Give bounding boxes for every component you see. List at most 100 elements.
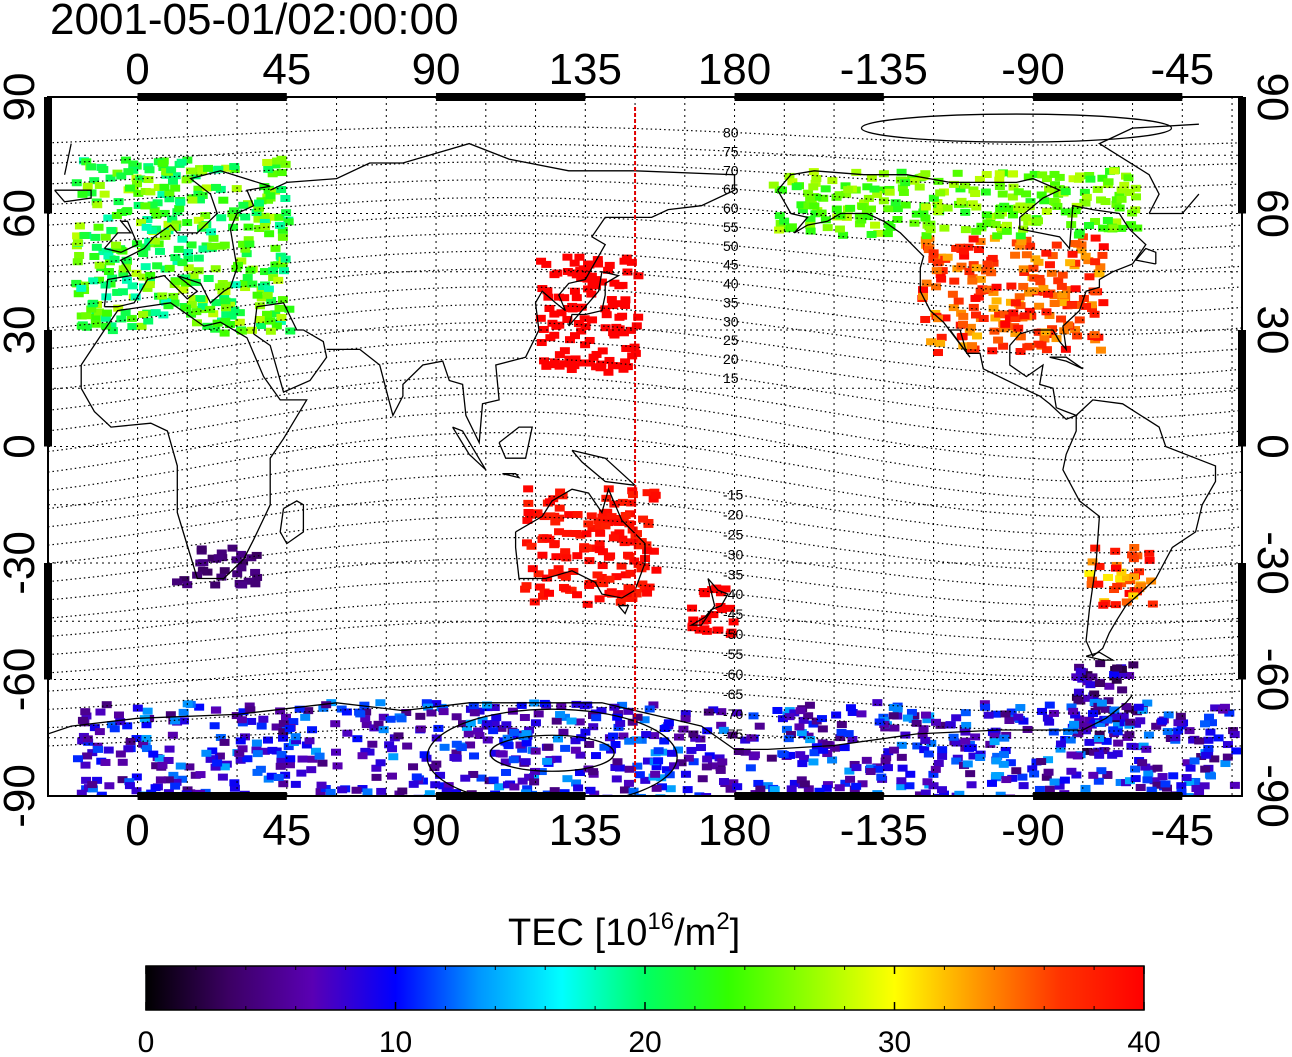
tec-cell: [586, 512, 597, 520]
tec-cell: [245, 706, 256, 714]
tec-cell: [87, 749, 98, 757]
tec-cell: [520, 758, 531, 766]
tec-cell: [883, 205, 894, 213]
tec-cell: [882, 764, 893, 772]
tec-cell: [384, 741, 395, 749]
tec-cell: [956, 262, 967, 270]
tec-cell: [834, 784, 845, 792]
tec-cell: [158, 311, 169, 319]
contour-label: -35: [723, 566, 743, 582]
tec-cell: [618, 329, 629, 337]
tec-cell: [917, 731, 928, 739]
tec-cell: [451, 713, 462, 721]
tec-cell: [573, 784, 584, 792]
tec-cell: [680, 710, 691, 718]
tec-cell: [933, 177, 944, 185]
tec-cell: [665, 785, 676, 793]
tec-cell: [623, 779, 634, 787]
tec-cell: [240, 284, 251, 292]
tec-cell: [611, 775, 622, 783]
tec-cell: [597, 513, 608, 521]
tec-cell: [113, 198, 124, 206]
tec-cell: [1008, 183, 1019, 191]
tec-cell: [246, 554, 257, 562]
tec-cell: [794, 723, 805, 731]
tec-cell: [930, 765, 941, 773]
top-x-tick-label: 180: [698, 45, 771, 94]
tec-cell: [197, 167, 208, 175]
tec-cell: [113, 304, 124, 312]
tec-cell: [360, 715, 371, 723]
tec-cell: [888, 712, 899, 720]
tec-cell: [554, 351, 565, 359]
tec-cell: [553, 565, 564, 573]
tec-cell: [99, 190, 110, 198]
tec-cell: [549, 271, 560, 279]
tec-cell: [1083, 257, 1094, 265]
tec-cell: [811, 193, 822, 201]
tec-cell: [1060, 736, 1071, 744]
tec-cell: [1206, 719, 1217, 727]
tec-cell: [588, 768, 599, 776]
tec-cell: [994, 310, 1005, 318]
tec-cell: [648, 547, 659, 555]
tec-cell: [397, 787, 408, 795]
tec-cell: [263, 165, 274, 173]
tec-cell: [310, 747, 321, 755]
tec-cell: [594, 540, 605, 548]
tec-cell: [617, 590, 628, 598]
tec-cell: [872, 190, 883, 198]
tec-cell: [1125, 718, 1136, 726]
tec-cell: [1189, 757, 1200, 765]
tec-cell: [1093, 735, 1104, 743]
colorbar-tick-label: 10: [379, 1026, 412, 1057]
tec-cell: [971, 227, 982, 235]
tec-cell: [966, 781, 977, 789]
tec-cell: [619, 539, 630, 547]
tec-cell: [1053, 277, 1064, 285]
contour-labels: 8075706560555045403530252015-15-20-25-30…: [723, 125, 743, 742]
map-plot-area: 8075706560555045403530252015-15-20-25-30…: [0, 45, 1292, 855]
tec-cell: [1102, 716, 1113, 724]
tec-cell: [100, 322, 111, 330]
tec-cell: [582, 275, 593, 283]
tec-cell: [1121, 598, 1132, 606]
tec-cell: [1025, 198, 1036, 206]
tec-cell: [870, 221, 881, 229]
tec-cell: [1115, 778, 1126, 786]
tec-cell: [1014, 293, 1025, 301]
tec-cell: [195, 771, 206, 779]
tec-cell: [583, 260, 594, 268]
tec-cell: [892, 705, 903, 713]
tec-cell: [967, 200, 978, 208]
tec-cell: [277, 226, 288, 234]
tec-cell: [151, 762, 162, 770]
tec-cell: [125, 737, 136, 745]
tec-cell: [220, 317, 231, 325]
tec-cell: [254, 225, 265, 233]
tec-cell: [164, 189, 175, 197]
tec-cell: [177, 235, 188, 243]
tec-cell: [922, 778, 933, 786]
tec-cell: [1188, 736, 1199, 744]
colorbar-tick-label: 40: [1127, 1026, 1160, 1057]
tec-cell: [152, 262, 163, 270]
tec-cell: [1007, 774, 1018, 782]
tec-cell: [1136, 582, 1147, 590]
tec-cell: [122, 207, 133, 215]
tec-cell: [803, 189, 814, 197]
tec-cell: [118, 269, 129, 277]
tec-cell: [1210, 704, 1221, 712]
tec-cell: [71, 179, 82, 187]
tec-cell: [639, 716, 650, 724]
tec-cell: [1100, 705, 1111, 713]
tec-cell: [631, 322, 642, 330]
tec-cell: [818, 746, 829, 754]
tec-cell: [276, 169, 287, 177]
tec-cell: [1111, 676, 1122, 684]
tec-cell: [170, 254, 181, 262]
tec-cell: [294, 705, 305, 713]
tec-cell: [596, 707, 607, 715]
tec-cell: [876, 186, 887, 194]
left-y-tick-label: -60: [0, 648, 44, 712]
